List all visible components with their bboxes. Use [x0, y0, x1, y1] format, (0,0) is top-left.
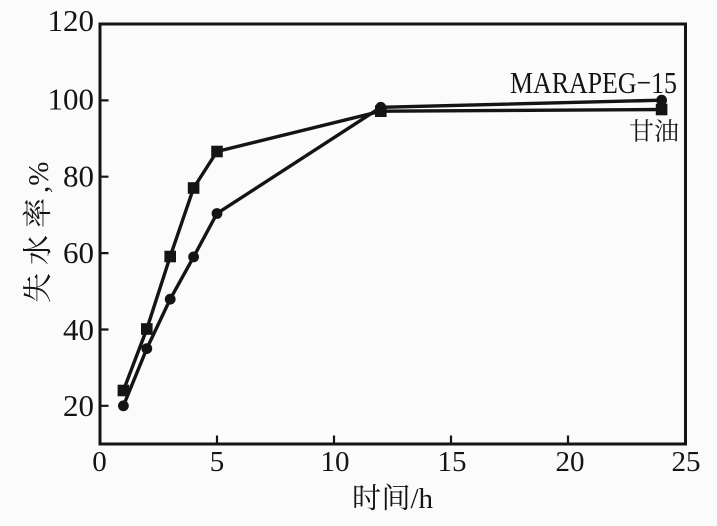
svg-text:100: 100 [48, 82, 95, 117]
svg-text:80: 80 [63, 159, 94, 194]
svg-text:,%: ,% [23, 162, 55, 193]
svg-text:60: 60 [63, 235, 94, 270]
svg-text:5: 5 [210, 446, 225, 478]
svg-text:25: 25 [672, 446, 701, 478]
svg-text:120: 120 [48, 3, 95, 38]
svg-text:15: 15 [438, 446, 467, 478]
svg-text:20: 20 [556, 446, 585, 478]
svg-text:20: 20 [63, 388, 94, 423]
svg-text:40: 40 [63, 312, 94, 347]
svg-text:MARAPEG−15: MARAPEG−15 [510, 65, 677, 100]
svg-text:0: 0 [92, 446, 107, 478]
svg-text:10: 10 [321, 446, 350, 478]
svg-text:/h: /h [411, 483, 434, 515]
